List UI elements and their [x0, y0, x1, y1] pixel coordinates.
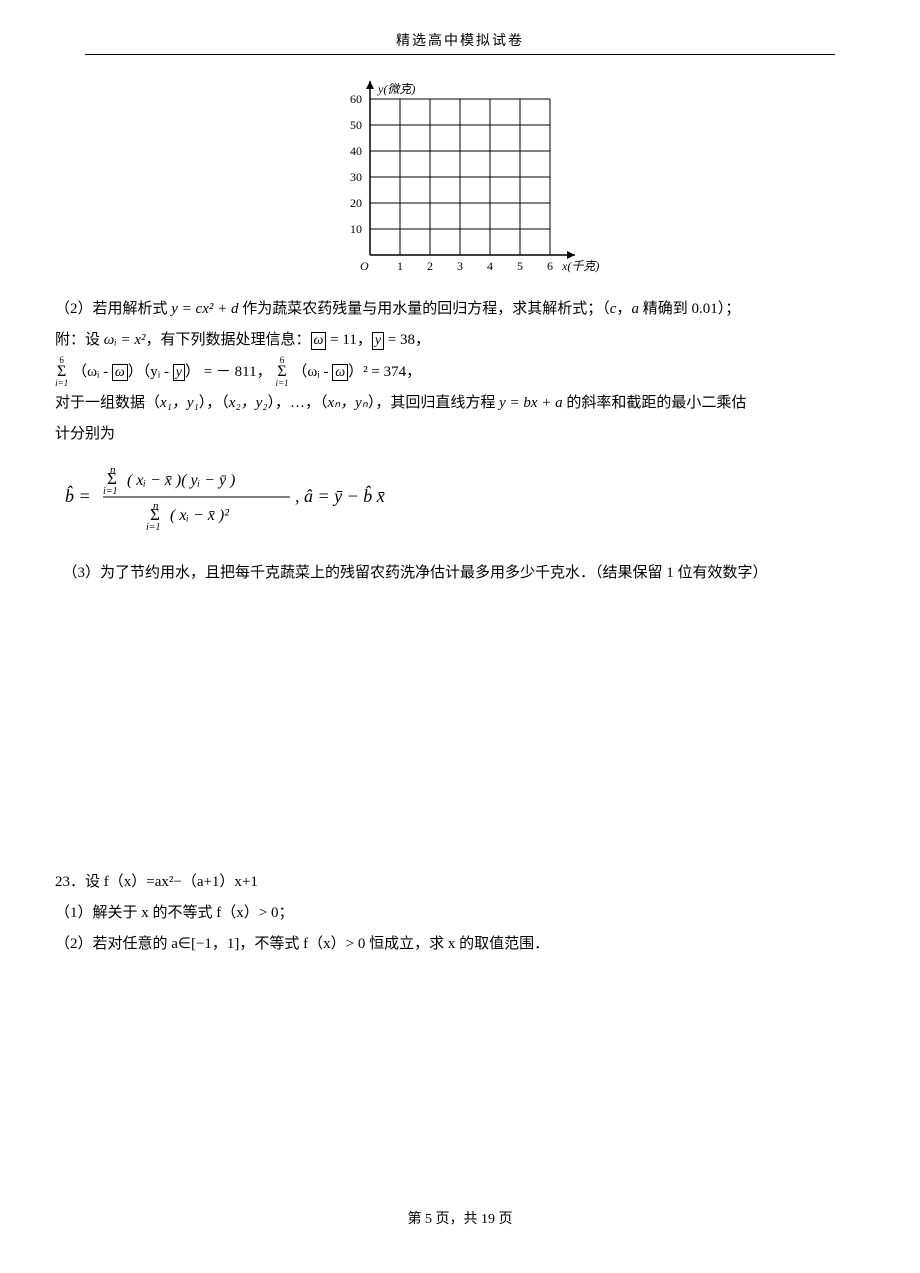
- chart-container: 10 20 30 40 50 60 1 2 3 4 5 6 Oy(微克) x(千克): [55, 75, 865, 285]
- svg-text:5: 5: [517, 259, 523, 273]
- q23-title: 23．设 f（x）=ax²−（a+1）x+1: [55, 868, 865, 897]
- svg-text:y(微克): y(微克): [377, 82, 415, 96]
- svg-text:i=1: i=1: [103, 486, 118, 497]
- svg-text:, â = ȳ − b̂ x̄: , â = ȳ − b̂ x̄: [295, 486, 385, 507]
- question-23: 23．设 f（x）=ax²−（a+1）x+1 （1）解关于 x 的不等式 f（x…: [55, 868, 865, 960]
- q2-line3: 6Σi=1 （ωᵢ - ω）（yᵢ - y） = － 811， 6Σi=1 （ω…: [55, 358, 865, 387]
- svg-text:60: 60: [350, 92, 362, 106]
- svg-text:3: 3: [457, 259, 463, 273]
- svg-text:x(千克): x(千克): [561, 259, 599, 273]
- svg-text:40: 40: [350, 144, 362, 158]
- svg-text:( xᵢ − x̄ )²: ( xᵢ − x̄ )²: [170, 507, 230, 524]
- svg-text:i=1: i=1: [146, 522, 161, 533]
- q2-line1: （2）若用解析式 y = cx² + d 作为蔬菜农药残量与用水量的回归方程，求…: [55, 295, 865, 324]
- svg-text:( xᵢ − x̄ )( yᵢ − ȳ ): ( xᵢ − x̄ )( yᵢ − ȳ ): [127, 472, 235, 489]
- svg-text:30: 30: [350, 170, 362, 184]
- q2-line4: 对于一组数据（x₁，y₁），（x₂，y₂），…，（xₙ，yₙ），其回归直线方程 …: [55, 389, 865, 418]
- q2-line2: 附：设 ωᵢ = x²，有下列数据处理信息：ω = 11，y = 38，: [55, 326, 865, 355]
- page-header: 精选高中模拟试卷: [85, 30, 835, 55]
- content-body: （2）若用解析式 y = cx² + d 作为蔬菜农药残量与用水量的回归方程，求…: [55, 295, 865, 960]
- regression-formula: b̂ = n Σ i=1 ( xᵢ − x̄ )( yᵢ − ȳ ) n Σ i…: [55, 457, 865, 546]
- svg-text:50: 50: [350, 118, 362, 132]
- svg-text:2: 2: [427, 259, 433, 273]
- svg-text:1: 1: [397, 259, 403, 273]
- svg-text:b̂ =: b̂ =: [65, 486, 91, 507]
- grid-chart: 10 20 30 40 50 60 1 2 3 4 5 6 Oy(微克) x(千克): [315, 75, 605, 285]
- svg-text:4: 4: [487, 259, 493, 273]
- svg-text:10: 10: [350, 222, 362, 236]
- q2-line5: 计分别为: [55, 420, 865, 449]
- svg-text:20: 20: [350, 196, 362, 210]
- svg-text:O: O: [360, 259, 369, 273]
- q3-text: （3）为了节约用水，且把每千克蔬菜上的残留农药洗净估计最多用多少千克水．（结果保…: [55, 559, 865, 588]
- q23-part2: （2）若对任意的 a∈[−1，1]，不等式 f（x）> 0 恒成立，求 x 的取…: [55, 930, 865, 959]
- svg-text:6: 6: [547, 259, 553, 273]
- q23-part1: （1）解关于 x 的不等式 f（x）> 0；: [55, 899, 865, 928]
- page-footer: 第 5 页，共 19 页: [0, 1208, 920, 1228]
